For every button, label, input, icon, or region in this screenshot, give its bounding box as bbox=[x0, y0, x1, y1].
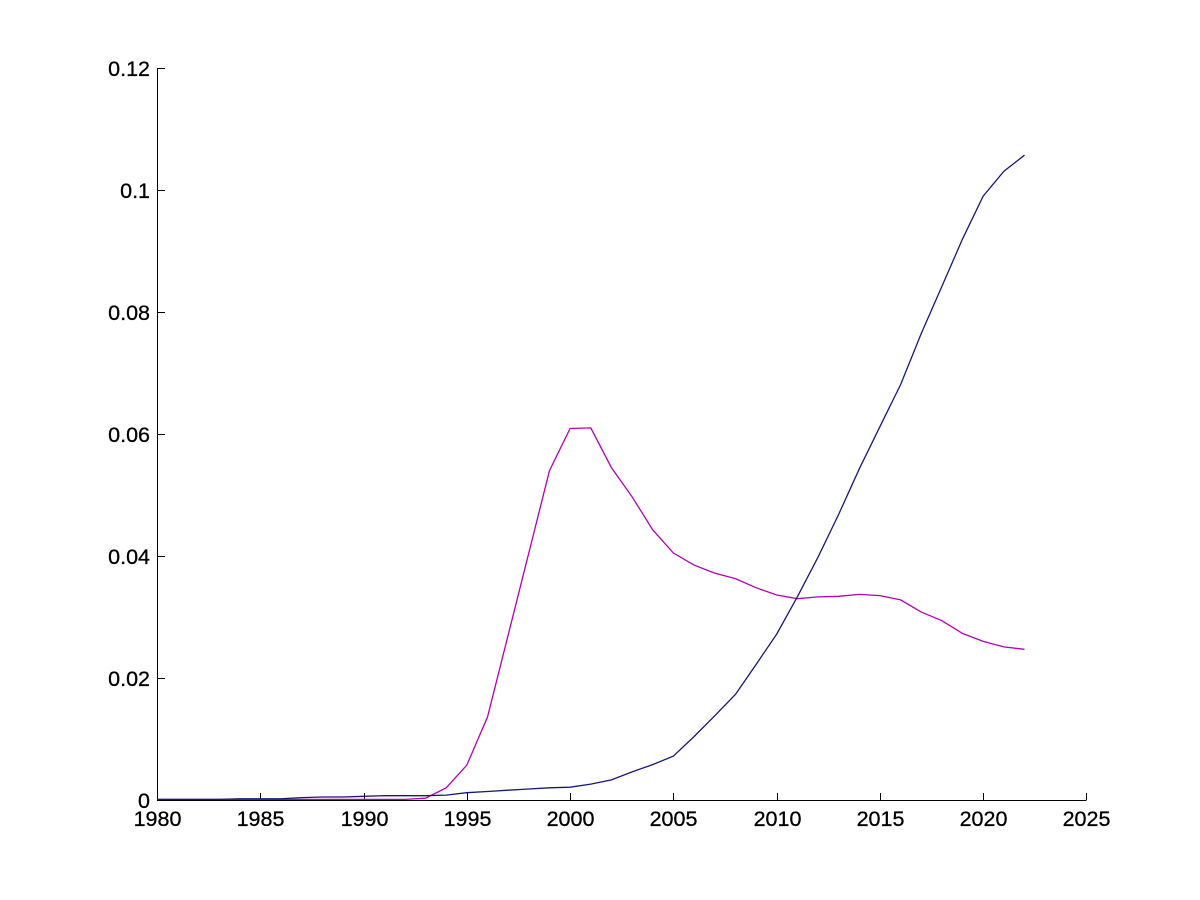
svg-text:2005: 2005 bbox=[650, 807, 698, 831]
svg-text:0.12: 0.12 bbox=[108, 57, 150, 81]
svg-text:2000: 2000 bbox=[547, 807, 595, 831]
svg-text:0.1: 0.1 bbox=[120, 179, 150, 203]
svg-text:0: 0 bbox=[138, 789, 150, 813]
svg-text:2010: 2010 bbox=[754, 807, 802, 831]
svg-text:2020: 2020 bbox=[960, 807, 1008, 831]
svg-text:1990: 1990 bbox=[341, 807, 389, 831]
svg-text:1980: 1980 bbox=[134, 807, 182, 831]
svg-text:2015: 2015 bbox=[857, 807, 905, 831]
svg-text:2025: 2025 bbox=[1063, 807, 1111, 831]
svg-text:0.08: 0.08 bbox=[108, 301, 150, 325]
svg-text:1995: 1995 bbox=[444, 807, 492, 831]
svg-text:0.06: 0.06 bbox=[108, 423, 150, 447]
svg-text:0.04: 0.04 bbox=[108, 545, 150, 569]
svg-text:1985: 1985 bbox=[237, 807, 285, 831]
svg-text:0.02: 0.02 bbox=[108, 667, 150, 691]
